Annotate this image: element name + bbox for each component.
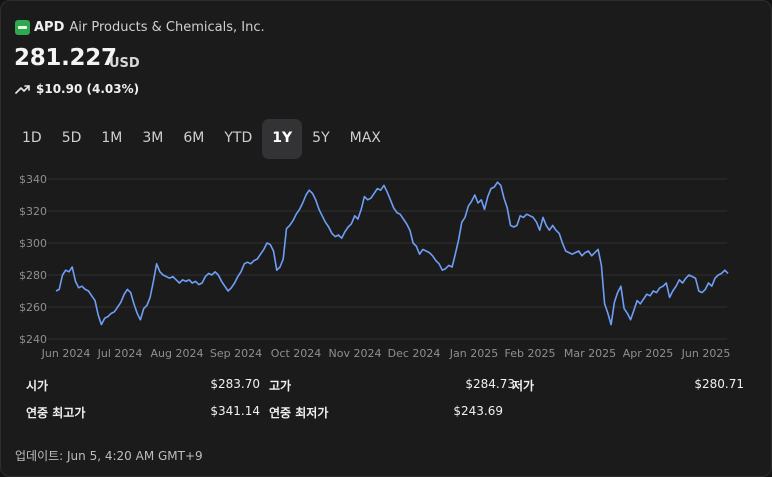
y-tick-label: $280 [19, 269, 47, 282]
range-5y-button[interactable]: 5Y [312, 130, 330, 146]
x-tick-label: Aug 2024 [151, 347, 204, 360]
y-tick-label: $320 [19, 205, 47, 218]
range-6m-button[interactable]: 6M [183, 130, 205, 146]
year-high-label: 연중 최고가 [26, 406, 86, 420]
x-tick-label: Jun 2025 [681, 347, 731, 360]
x-axis: Jun 2024 Jul 2024 Aug 2024 Sep 2024 Oct 2024… [41, 347, 731, 360]
x-tick-label: Sep 2024 [210, 347, 262, 360]
y-axis: $340 $320 $300 $280 $260 $240 [19, 173, 47, 346]
currency-label: USD [109, 56, 140, 71]
low-value: $280.71 [694, 377, 744, 391]
ticker-symbol: APD [34, 20, 65, 35]
open-value: $283.70 [210, 377, 260, 391]
range-3m-button[interactable]: 3M [142, 130, 164, 146]
open-label: 시가 [26, 379, 49, 393]
x-tick-label: Dec 2024 [388, 347, 441, 360]
x-tick-label: Apr 2025 [623, 347, 674, 360]
quote-header: APD Air Products & Chemicals, Inc. [15, 20, 265, 35]
range-1y-button[interactable]: 1Y [262, 119, 303, 159]
x-tick-label: Mar 2025 [564, 347, 616, 360]
range-max-button[interactable]: MAX [349, 130, 381, 146]
range-5d-button[interactable]: 5D [61, 130, 82, 146]
x-tick-label: Jan 2025 [449, 347, 498, 360]
y-tick-label: $260 [19, 301, 47, 314]
year-low-label: 연중 최저가 [269, 406, 329, 420]
range-1d-button[interactable]: 1D [22, 130, 42, 146]
high-label: 고가 [269, 379, 292, 393]
x-tick-label: Nov 2024 [329, 347, 382, 360]
trend-up-icon [15, 84, 30, 94]
year-low-value: $243.69 [453, 404, 503, 418]
price-change: $10.90 (4.03%) [15, 82, 139, 96]
range-selector: 1D 5D 1M 3M 6M YTD 1Y 5Y MAX [12, 119, 391, 159]
high-value: $284.73 [465, 377, 515, 391]
range-1m-button[interactable]: 1M [101, 130, 123, 146]
company-name: Air Products & Chemicals, Inc. [69, 20, 265, 35]
price-line [55, 181, 729, 326]
chart-grid [48, 178, 727, 340]
price-chart[interactable]: $340 $320 $300 $280 $260 $240 Jun 2024 Jul 202… [1, 167, 772, 363]
range-ytd-button[interactable]: YTD [224, 130, 253, 146]
year-high-value: $341.14 [210, 404, 260, 418]
x-tick-label: Jun 2024 [41, 347, 91, 360]
y-tick-label: $300 [19, 237, 47, 250]
x-tick-label: Feb 2025 [505, 347, 556, 360]
y-tick-label: $340 [19, 173, 47, 186]
low-label: 저가 [512, 379, 535, 393]
current-price: 281.227 [14, 45, 117, 71]
price-change-value: $10.90 (4.03%) [36, 82, 140, 96]
last-updated: 업데이트: Jun 5, 4:20 AM GMT+9 [15, 449, 203, 463]
y-tick-label: $240 [19, 333, 47, 346]
x-tick-label: Oct 2024 [271, 347, 322, 360]
x-tick-label: Jul 2024 [97, 347, 143, 360]
company-logo-icon [15, 20, 30, 35]
